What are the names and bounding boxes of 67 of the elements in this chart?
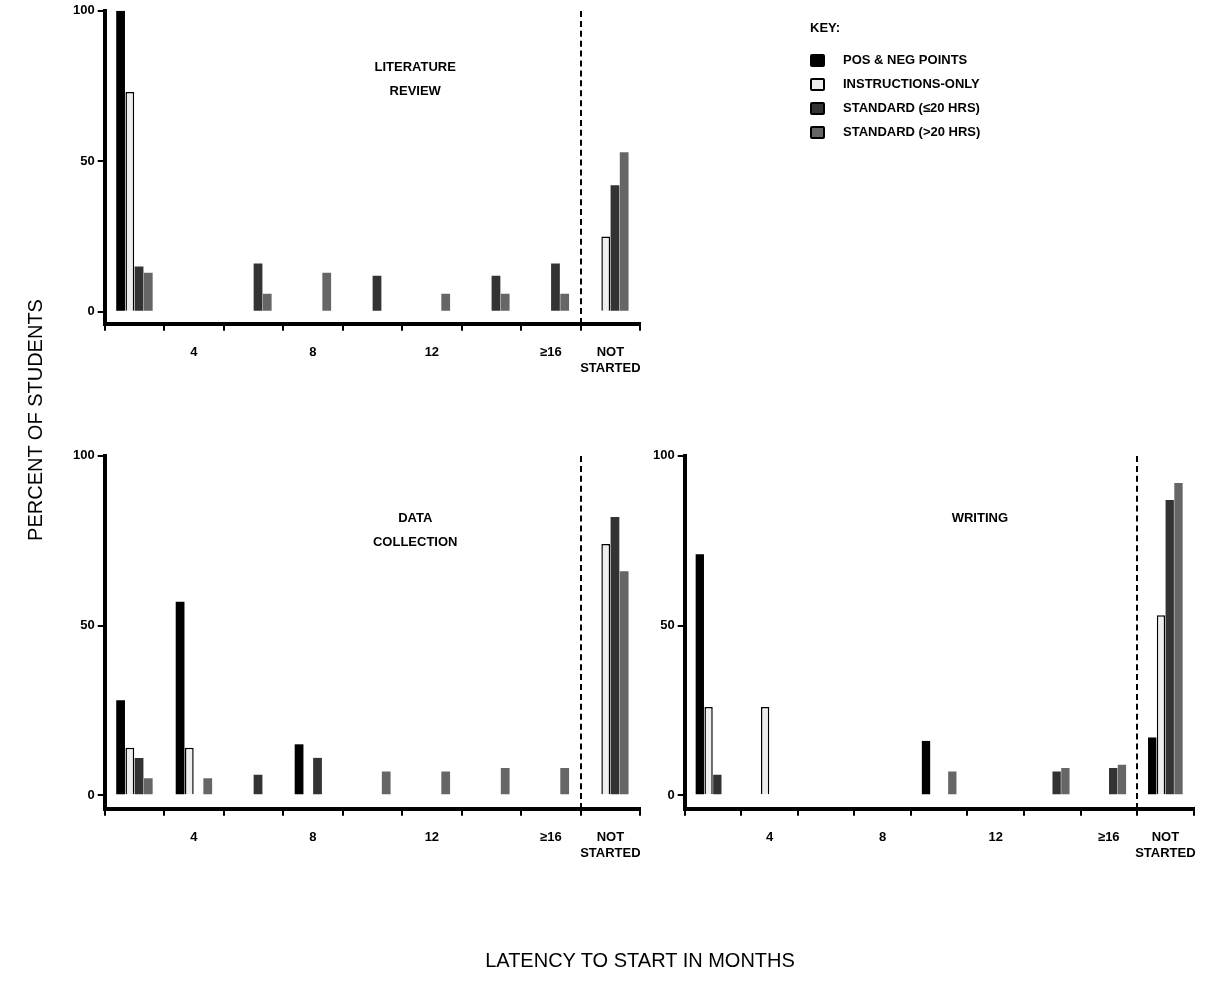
x-tick-label: NOT STARTED [580, 829, 641, 860]
bar [262, 293, 272, 311]
legend-label: STANDARD (>20 HRS) [843, 123, 981, 141]
bar [1174, 482, 1183, 795]
x-axis-title: LATENCY TO START IN MONTHS [485, 948, 795, 972]
y-tick-label: 100 [72, 2, 95, 18]
y-tick-label: 100 [72, 447, 95, 463]
bar [619, 571, 629, 795]
bar [203, 778, 213, 795]
text: LITERATURE REVIEW [374, 58, 457, 98]
bar [372, 275, 382, 311]
y-tick-label: 50 [660, 617, 675, 633]
bar [921, 740, 931, 795]
bar [441, 293, 451, 311]
x-tick-label: 12 [424, 829, 440, 845]
bar [560, 768, 570, 795]
bar [294, 744, 304, 795]
x-tick-label: 4 [765, 829, 774, 845]
bar [619, 152, 629, 311]
x-tick-label: ≥16 [1097, 829, 1120, 845]
bar [1052, 771, 1061, 795]
y-tick-label: 50 [80, 152, 95, 168]
x-tick-label: NOT STARTED [1135, 829, 1196, 860]
y-tick-label: 0 [87, 303, 95, 319]
bar [500, 293, 510, 311]
legend-label: STANDARD (≤20 HRS) [843, 99, 980, 117]
bar [560, 293, 570, 311]
bar [948, 771, 957, 795]
y-tick-label: 0 [87, 786, 95, 802]
bar [713, 774, 722, 795]
y-tick-label: 50 [80, 617, 95, 633]
bar [610, 516, 620, 795]
bar [491, 275, 501, 311]
x-tick-label: NOT STARTED [580, 344, 641, 375]
bar [500, 768, 510, 795]
x-tick-label: ≥16 [540, 829, 562, 845]
legend-title: KEY: [810, 19, 842, 37]
bar [610, 185, 620, 311]
bar [1165, 499, 1174, 795]
text: DATA COLLECTION [372, 510, 458, 550]
y-axis-title: PERCENT OF STUDENTS [23, 299, 47, 541]
bar [1061, 768, 1070, 795]
text: WRITING [951, 510, 1009, 526]
legend-label: INSTRUCTIONS-ONLY [843, 75, 980, 93]
bar [441, 771, 451, 795]
bar [253, 263, 263, 311]
bar [381, 771, 391, 795]
bar [322, 272, 332, 311]
y-tick-label: 100 [652, 447, 675, 463]
legend-label: POS & NEG POINTS [843, 51, 968, 69]
x-tick-label: 12 [424, 344, 440, 360]
bar [134, 266, 144, 311]
bar [1117, 764, 1127, 795]
bar [143, 778, 153, 795]
x-tick-label: 12 [988, 829, 1003, 845]
x-tick-label: 4 [190, 829, 199, 845]
x-tick-label: 4 [190, 344, 199, 360]
bar [551, 263, 560, 311]
bar [313, 757, 322, 795]
x-tick-label: ≥16 [540, 344, 562, 360]
bar [1109, 768, 1118, 795]
x-tick-label: 8 [878, 829, 887, 845]
y-tick-label: 0 [667, 786, 675, 802]
x-tick-label: 8 [309, 829, 317, 845]
bar [134, 757, 144, 795]
bar [143, 272, 153, 311]
x-tick-label: 8 [309, 344, 317, 360]
